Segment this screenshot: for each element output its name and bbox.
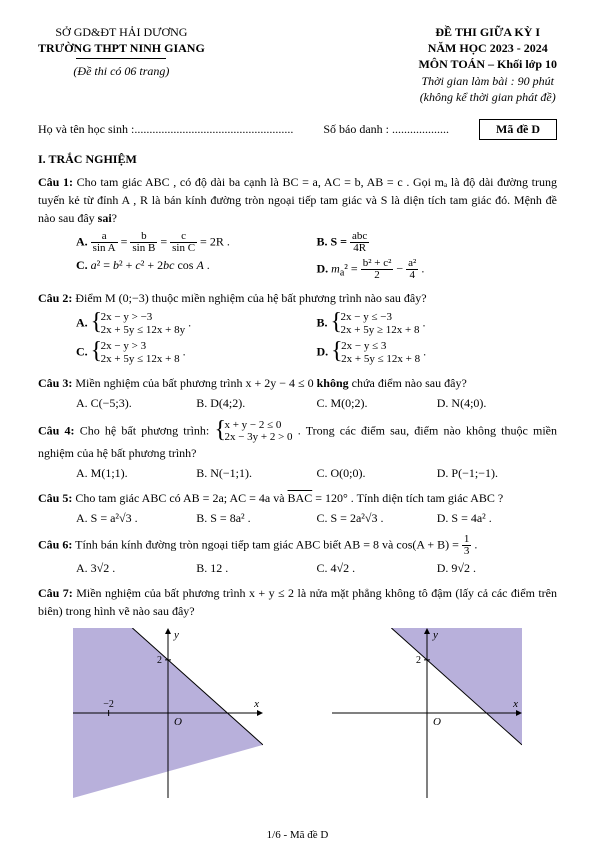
q6-label: Câu 6:: [38, 537, 72, 551]
q6-opt-c: C. 4√2 .: [317, 559, 437, 578]
question-4: Câu 4: Cho hệ bất phương trình: x + y − …: [38, 419, 557, 462]
q1-options: A. asin A = bsin B = csin C = 2R . B. S …: [76, 229, 557, 283]
question-3: Câu 3: Miền nghiệm của bất phương trình …: [38, 374, 557, 392]
q5-options: A. S = a²√3 . B. S = 8a² . C. S = 2a²√3 …: [76, 509, 557, 528]
q5-opt-b: B. S = 8a² .: [196, 509, 316, 528]
q1-label: Câu 1:: [38, 175, 73, 189]
q4-opt-a: A. M(1;1).: [76, 464, 196, 483]
org-line1: SỞ GD&ĐT HẢI DƯƠNG: [38, 24, 205, 40]
q4-label: Câu 4:: [38, 423, 75, 437]
page: SỞ GD&ĐT HẢI DƯƠNG TRƯỜNG THPT NINH GIAN…: [0, 0, 595, 847]
q1-opt-b: B. S = abc4R: [317, 229, 558, 256]
section-title: I. TRẮC NGHIỆM: [38, 152, 557, 167]
svg-text:y: y: [173, 629, 179, 641]
svg-text:O: O: [433, 716, 441, 728]
q3-opt-c: C. M(0;2).: [317, 394, 437, 413]
year: NĂM HỌC 2023 - 2024: [418, 40, 557, 56]
question-5: Câu 5: Cho tam giác ABC có AB = 2a; AC =…: [38, 489, 557, 507]
charts-row: −2 2 Ox y 2 Ox y: [38, 628, 557, 798]
chart-right: 2 Ox y: [332, 628, 522, 798]
header-left: SỞ GD&ĐT HẢI DƯƠNG TRƯỜNG THPT NINH GIAN…: [38, 24, 205, 105]
duration-note: (không kể thời gian phát đề): [418, 89, 557, 105]
svg-text:2: 2: [416, 655, 421, 666]
duration: Thời gian làm bài : 90 phút: [418, 73, 557, 89]
q6-options: A. 3√2 . B. 12 . C. 4√2 . D. 9√2 .: [76, 559, 557, 578]
q1-text: Cho tam giác ABC , có độ dài ba cạnh là …: [38, 175, 557, 225]
q1-opt-a: A. asin A = bsin B = csin C = 2R .: [76, 229, 317, 256]
q4-opt-c: C. O(0;0).: [317, 464, 437, 483]
q7-label: Câu 7:: [38, 586, 73, 600]
q2-label: Câu 2:: [38, 291, 72, 305]
q2-opt-a: A. 2x − y > −32x + 5y ≤ 12x + 8y .: [76, 309, 317, 338]
q6-opt-d: D. 9√2 .: [437, 559, 557, 578]
page-footer: 1/6 - Mã đề D: [0, 829, 595, 841]
question-2: Câu 2: Điểm M (0;−3) thuộc miền nghiệm c…: [38, 289, 557, 307]
student-id-field: Số báo danh : ...................: [323, 122, 449, 137]
student-name-field: Họ và tên học sinh :....................…: [38, 122, 293, 137]
q4-opt-b: B. N(−1;1).: [196, 464, 316, 483]
svg-text:−2: −2: [103, 699, 114, 710]
page-note: (Đề thi có 06 trang): [38, 63, 205, 79]
q4-opt-d: D. P(−1;−1).: [437, 464, 557, 483]
q2-opt-b: B. 2x − y ≤ −32x + 5y ≥ 12x + 8 .: [317, 309, 558, 338]
q3-options: A. C(−5;3). B. D(4;2). C. M(0;2). D. N(4…: [76, 394, 557, 413]
subject: MÔN TOÁN – Khối lớp 10: [418, 56, 557, 72]
q3-opt-d: D. N(4;0).: [437, 394, 557, 413]
exam-code: Mã đề D: [479, 119, 557, 140]
q2-opt-d: D. 2x − y ≤ 32x + 5y ≤ 12x + 8 .: [317, 338, 558, 367]
q6-opt-a: A. 3√2 .: [76, 559, 196, 578]
svg-text:x: x: [512, 698, 518, 710]
q1-opt-d: D. ma² = b² + c²2 − a²4 .: [317, 256, 558, 283]
header: SỞ GD&ĐT HẢI DƯƠNG TRƯỜNG THPT NINH GIAN…: [38, 24, 557, 105]
question-1: Câu 1: Cho tam giác ABC , có độ dài ba c…: [38, 173, 557, 227]
svg-text:y: y: [432, 629, 438, 641]
svg-text:O: O: [174, 716, 182, 728]
exam-title: ĐỀ THI GIỮA KỲ I: [418, 24, 557, 40]
header-right: ĐỀ THI GIỮA KỲ I NĂM HỌC 2023 - 2024 MÔN…: [418, 24, 557, 105]
q3-opt-b: B. D(4;2).: [196, 394, 316, 413]
q2-options: A. 2x − y > −32x + 5y ≤ 12x + 8y . B. 2x…: [76, 309, 557, 368]
svg-text:2: 2: [157, 655, 162, 666]
school-name: TRƯỜNG THPT NINH GIANG: [38, 40, 205, 56]
q2-opt-c: C. 2x − y > 32x + 5y ≤ 12x + 8 .: [76, 338, 317, 367]
rule-left: [76, 58, 166, 59]
q3-label: Câu 3:: [38, 376, 72, 390]
q5-opt-c: C. S = 2a²√3 .: [317, 509, 437, 528]
question-7: Câu 7: Miền nghiệm của bất phương trình …: [38, 584, 557, 620]
svg-text:x: x: [253, 698, 259, 710]
q5-opt-d: D. S = 4a² .: [437, 509, 557, 528]
question-6: Câu 6: Tính bán kính đường tròn ngoại ti…: [38, 534, 557, 557]
q1-opt-c: C. a² = b² + c² + 2bc cos A .: [76, 256, 317, 283]
q6-opt-b: B. 12 .: [196, 559, 316, 578]
student-info-row: Họ và tên học sinh :....................…: [38, 119, 557, 140]
q5-opt-a: A. S = a²√3 .: [76, 509, 196, 528]
q3-opt-a: A. C(−5;3).: [76, 394, 196, 413]
q4-options: A. M(1;1). B. N(−1;1). C. O(0;0). D. P(−…: [76, 464, 557, 483]
q5-label: Câu 5:: [38, 491, 72, 505]
chart-left: −2 2 Ox y: [73, 628, 263, 798]
q2-text: Điểm M (0;−3) thuộc miền nghiệm của hệ b…: [75, 291, 426, 305]
